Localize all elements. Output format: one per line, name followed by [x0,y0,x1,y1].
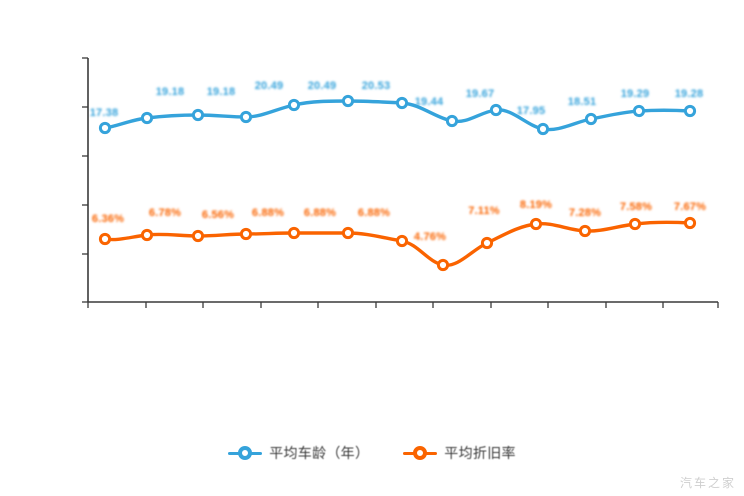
data-label-blue-7: 19.67 [466,88,495,100]
data-label-orange-6: 4.76% [414,231,446,243]
data-label-orange-7: 7.11% [468,205,500,217]
x-axis-ticks [87,302,719,308]
data-label-orange-10: 7.58% [620,201,652,213]
legend-item-average-age[interactable]: 平均车龄（年） [228,443,369,463]
data-label-blue-3: 20.49 [255,80,284,92]
data-label-blue-4: 20.49 [308,80,337,92]
data-label-blue-2: 19.18 [207,86,236,98]
legend-label-average-age: 平均车龄（年） [269,445,370,461]
y-axis-ticks [82,57,88,303]
data-label-blue-1: 19.18 [156,86,185,98]
data-label-orange-11: 7.67% [674,201,706,213]
legend-item-depreciation-rate[interactable]: 平均折旧率 [403,443,516,463]
series-markers-blue [98,94,697,136]
series-labels-blue: 17.38 19.18 19.18 20.49 20.49 20.53 19.4… [90,80,704,119]
data-label-orange-8: 8.19% [520,199,552,211]
data-label-orange-1: 6.78% [149,207,181,219]
data-label-blue-6: 19.44 [415,96,444,108]
chart-legend: 平均车龄（年） 平均折旧率 [0,438,744,468]
data-label-orange-0: 6.36% [92,213,124,225]
data-label-orange-3: 6.88% [252,207,284,219]
data-label-blue-11: 19.28 [675,88,704,100]
data-label-orange-5: 6.88% [358,207,390,219]
data-label-blue-9: 18.51 [568,96,597,108]
axis-lines [87,58,718,303]
series-markers-orange [98,216,697,272]
data-label-blue-10: 19.29 [621,88,650,100]
data-label-orange-4: 6.88% [304,207,336,219]
data-label-orange-9: 7.28% [569,207,601,219]
series-labels-orange: 6.36% 6.78% 6.56% 6.88% 6.88% 6.88% 4.76… [92,199,706,243]
data-label-blue-0: 17.38 [90,107,119,119]
data-label-orange-2: 6.56% [202,209,234,221]
circle-marker-icon [403,446,438,460]
data-label-blue-8: 17.95 [517,105,546,117]
watermark-autohome: 汽车之家 [679,476,736,490]
legend-label-depreciation-rate: 平均折旧率 [444,445,516,461]
circle-marker-icon [228,446,263,460]
data-label-blue-5: 20.53 [362,80,391,92]
